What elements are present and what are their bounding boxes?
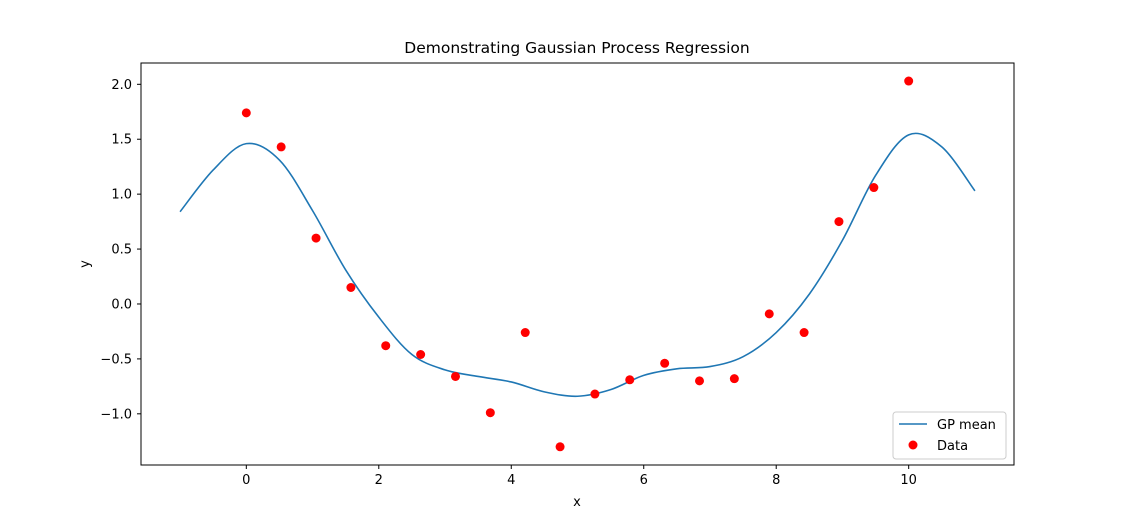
y-tick-label: 0.5 <box>111 243 132 258</box>
data-point <box>904 76 914 86</box>
chart-title: Demonstrating Gaussian Process Regressio… <box>404 39 749 57</box>
y-tick-label: −1.0 <box>100 407 132 422</box>
y-tick-label: 0.0 <box>111 297 132 312</box>
data-point <box>660 358 670 368</box>
legend: GP mean Data <box>892 411 1007 460</box>
x-tick-label: 10 <box>900 473 917 488</box>
y-tick-label: 2.0 <box>111 78 132 93</box>
data-point <box>729 374 739 384</box>
x-tick-label: 0 <box>242 473 250 488</box>
x-tick-label: 8 <box>772 473 780 488</box>
y-axis-label: y <box>78 260 93 268</box>
plot-area <box>179 76 976 452</box>
y-tick-label: 1.0 <box>111 188 132 203</box>
data-point <box>625 375 635 385</box>
data-point <box>695 376 705 386</box>
data-point <box>346 283 356 292</box>
data-point <box>869 183 879 193</box>
data-point <box>311 233 321 243</box>
data-point <box>799 328 809 338</box>
x-tick-label: 2 <box>375 473 383 488</box>
legend-label-gp-mean: GP mean <box>937 418 996 433</box>
x-tick-label: 4 <box>507 473 515 488</box>
data-point <box>276 142 286 152</box>
x-axis-label: x <box>573 495 581 510</box>
gp-mean-line <box>179 132 976 398</box>
data-point <box>590 389 600 399</box>
data-point <box>555 442 565 452</box>
data-point <box>764 309 774 319</box>
data-point <box>834 217 844 227</box>
y-tick-label: 1.5 <box>111 133 132 148</box>
data-point <box>416 350 426 359</box>
legend-label-data: Data <box>937 439 968 454</box>
y-tick-label: −0.5 <box>100 352 132 367</box>
data-point <box>450 371 460 381</box>
data-point <box>381 341 391 351</box>
data-point <box>241 108 251 118</box>
data-point <box>520 328 530 338</box>
data-point <box>485 408 495 418</box>
x-tick-label: 6 <box>640 473 648 488</box>
axis-ticks: 0 2 4 6 8 10 −1.0 −0.5 0.0 0.5 1.0 1.5 2.0 <box>100 78 917 488</box>
legend-swatch-data <box>908 440 918 450</box>
axes-frame <box>140 62 1015 466</box>
